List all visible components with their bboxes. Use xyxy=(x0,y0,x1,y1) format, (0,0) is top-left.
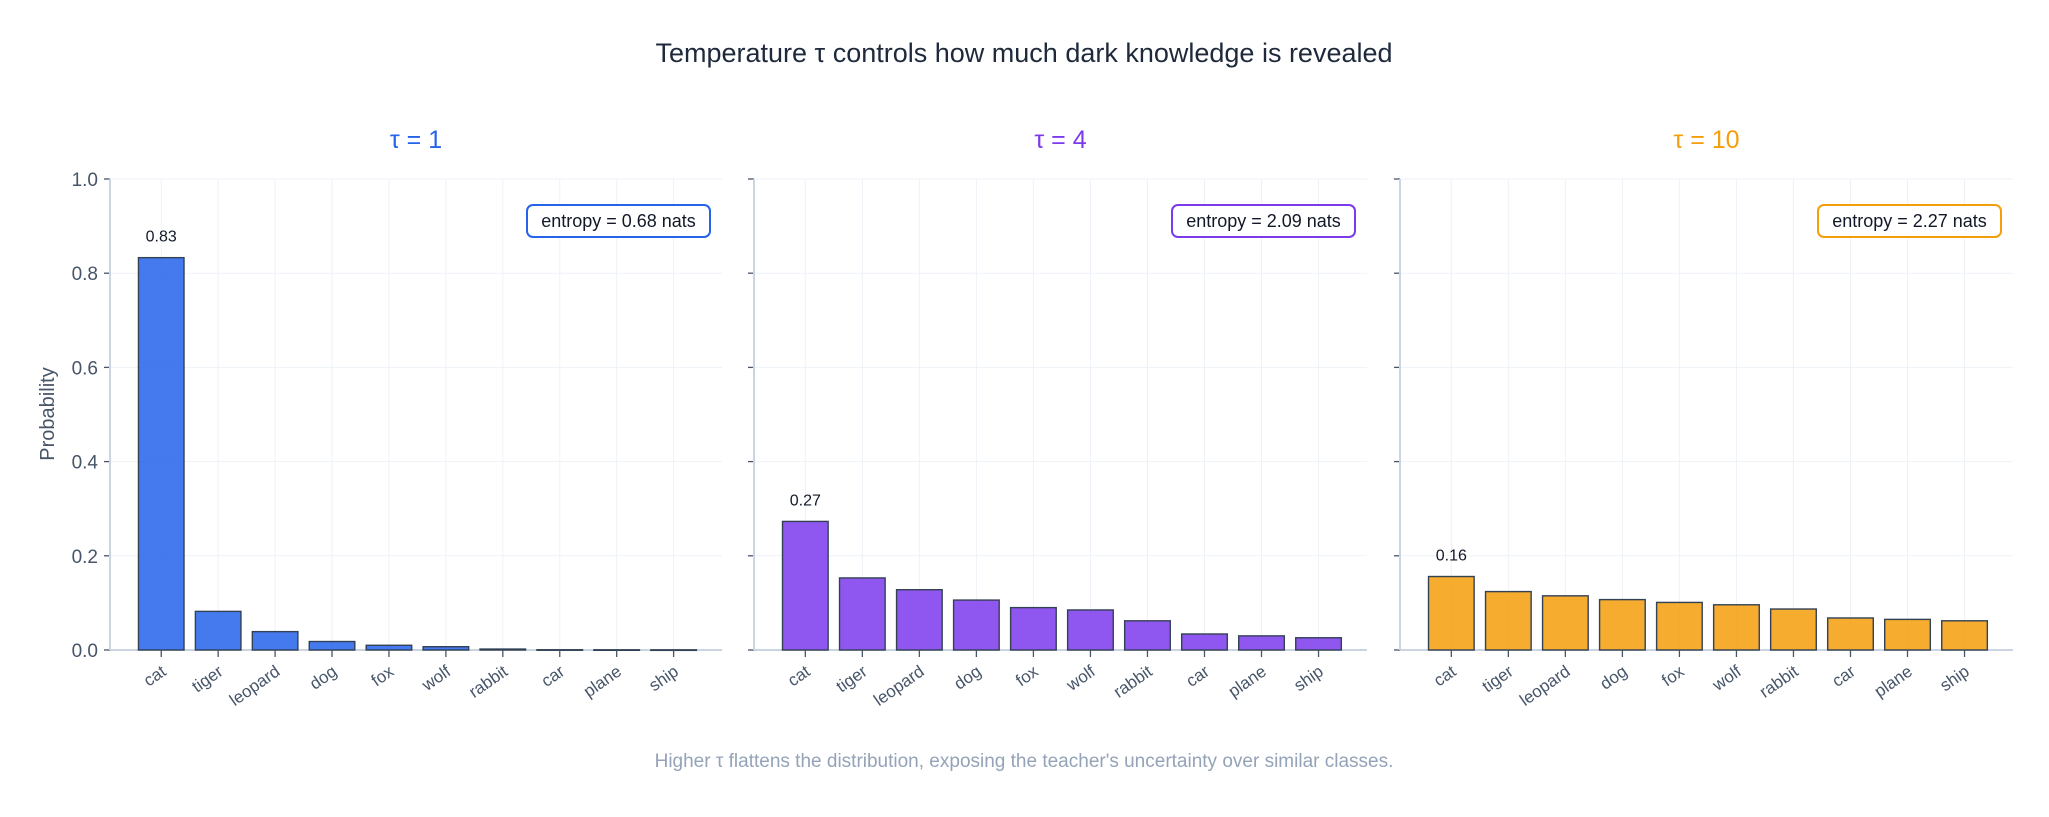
bar-cat xyxy=(137,256,185,651)
x-tick-label: car xyxy=(1183,662,1214,691)
x-tick-label: cat xyxy=(784,662,814,691)
bar-fox xyxy=(1009,606,1057,651)
data-label: 0.83 xyxy=(146,229,177,246)
bar-car xyxy=(1826,617,1874,651)
chart-title: Temperature τ controls how much dark kno… xyxy=(655,38,1392,68)
x-tick-label: ship xyxy=(1290,662,1326,695)
x-tick-label: leopard xyxy=(1516,662,1573,710)
panel-title: τ = 10 xyxy=(1673,126,1739,154)
bar-fox xyxy=(365,644,413,651)
x-tick-label: leopard xyxy=(226,662,283,710)
x-tick-label: tiger xyxy=(188,662,226,697)
y-tick-label: 0.0 xyxy=(72,641,98,662)
y-tick-label: 1.0 xyxy=(72,170,98,191)
y-tick-label: 0.2 xyxy=(72,547,98,568)
bar-wolf xyxy=(1066,609,1114,651)
x-tick-label: cat xyxy=(1430,662,1460,691)
x-tick-label: plane xyxy=(580,662,625,701)
bar-tiger xyxy=(838,577,886,651)
x-tick-label: rabbit xyxy=(1756,662,1802,702)
bar-cat xyxy=(781,520,829,651)
x-tick-label: dog xyxy=(1597,662,1631,694)
x-tick-label: ship xyxy=(1936,662,1972,695)
x-tick-label: fox xyxy=(1012,661,1042,690)
panel-title: τ = 4 xyxy=(1034,126,1086,154)
bar-rabbit xyxy=(1769,608,1817,651)
entropy-annotation: entropy = 0.68 nats xyxy=(541,211,696,231)
x-tick-label: car xyxy=(538,662,569,691)
bar-ship xyxy=(1941,620,1989,651)
entropy-annotation-box xyxy=(1817,204,2002,238)
x-tick-label: tiger xyxy=(833,662,871,697)
x-tick-label: rabbit xyxy=(465,662,511,702)
x-tick-label: plane xyxy=(1871,662,1916,701)
bar-dog xyxy=(1598,598,1646,651)
x-tick-label: cat xyxy=(140,662,170,691)
bar-plane xyxy=(1237,635,1286,651)
bar-wolf xyxy=(1712,604,1760,651)
y-tick-label: 0.8 xyxy=(72,264,98,285)
y-tick-label: 0.4 xyxy=(72,453,99,474)
bar-tiger xyxy=(194,610,242,651)
bar-ship xyxy=(1295,637,1343,651)
bar-tiger xyxy=(1484,590,1532,651)
x-tick-label: wolf xyxy=(418,662,455,696)
y-tick-label: 0.6 xyxy=(72,358,98,379)
x-tick-label: wolf xyxy=(1062,662,1099,696)
bar-rabbit xyxy=(479,648,527,651)
x-tick-label: dog xyxy=(306,662,340,694)
entropy-annotation: entropy = 2.27 nats xyxy=(1832,211,1987,231)
entropy-annotation-box xyxy=(1171,204,1356,238)
panel-title: τ = 1 xyxy=(390,126,442,154)
x-tick-label: car xyxy=(1829,662,1860,691)
x-tick-label: ship xyxy=(645,662,681,695)
entropy-annotation: entropy = 2.09 nats xyxy=(1186,211,1341,231)
bar-wolf xyxy=(422,646,470,651)
bar-dog xyxy=(952,599,1000,651)
bar-car xyxy=(1180,633,1228,651)
bar-leopard xyxy=(251,630,299,651)
bar-leopard xyxy=(895,589,943,651)
x-tick-label: leopard xyxy=(870,662,927,710)
x-tick-label: plane xyxy=(1225,662,1270,701)
data-label: 0.16 xyxy=(1436,548,1467,565)
bar-plane xyxy=(1883,618,1932,651)
entropy-annotation-box xyxy=(526,204,711,238)
x-tick-label: wolf xyxy=(1708,662,1745,696)
x-tick-label: fox xyxy=(368,661,398,690)
data-label: 0.27 xyxy=(790,492,821,509)
bar-dog xyxy=(308,640,356,651)
x-tick-label: tiger xyxy=(1479,662,1517,697)
bar-rabbit xyxy=(1123,620,1171,651)
x-tick-label: fox xyxy=(1658,661,1688,690)
x-tick-label: rabbit xyxy=(1110,662,1156,702)
bar-leopard xyxy=(1541,595,1589,651)
bar-fox xyxy=(1655,601,1703,651)
x-tick-label: dog xyxy=(951,662,985,694)
y-axis-label: Probability xyxy=(37,367,59,460)
chart-footnote: Higher τ flattens the distribution, expo… xyxy=(655,751,1394,772)
bar-cat xyxy=(1427,575,1475,651)
